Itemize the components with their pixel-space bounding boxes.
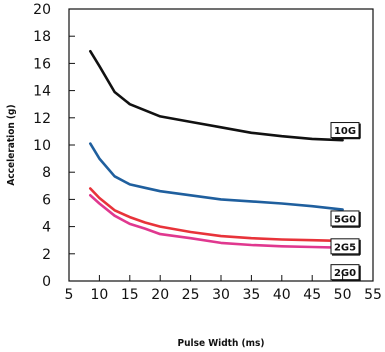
series-label-box <box>330 264 360 281</box>
x-tick-label: 45 <box>303 287 321 303</box>
series-label-text: 2G5 <box>334 242 356 253</box>
series-label-10g: 10G <box>330 122 361 140</box>
series-label-2g5: 2G5 <box>330 238 361 256</box>
series-label-2g0: 2G0 <box>330 264 361 282</box>
series-label-text: 10G <box>334 126 356 137</box>
y-axis-title: Acceleration (g) <box>6 104 17 185</box>
x-tick-label: 20 <box>151 287 169 303</box>
series-line-5g0 <box>89 142 344 211</box>
y-tick-label: 8 <box>42 165 51 181</box>
y-tick-label: 12 <box>33 111 51 127</box>
y-tick-label: 16 <box>33 56 51 72</box>
y-tick-label: 18 <box>33 29 51 45</box>
y-tick-label: 2 <box>42 247 51 263</box>
series-line-2g0 <box>89 194 344 249</box>
x-tick-label: 55 <box>364 287 382 303</box>
series-label-text: 5G0 <box>334 214 356 225</box>
x-tick-label: 25 <box>182 287 200 303</box>
x-tick-label: 15 <box>121 287 139 303</box>
series-label-5g0: 5G0 <box>330 210 361 228</box>
y-tick-label: 4 <box>42 220 51 236</box>
series-label-box <box>330 122 360 139</box>
x-axis-title: Pulse Width (ms) <box>178 338 265 349</box>
y-tick-label: 20 <box>33 2 51 18</box>
y-tick-label: 14 <box>33 84 51 100</box>
y-tick-label: 10 <box>33 138 51 154</box>
series-line-2g5 <box>89 187 344 243</box>
y-tick-label: 6 <box>42 192 51 208</box>
series-label-box <box>330 210 360 227</box>
x-tick-label: 10 <box>90 287 108 303</box>
x-tick-label: 35 <box>242 287 260 303</box>
series-label-box <box>330 238 360 255</box>
x-tick-label: 30 <box>212 287 230 303</box>
y-tick-label: 0 <box>42 274 51 290</box>
x-tick-label: 5 <box>65 287 74 303</box>
series-label-text: 2G0 <box>334 268 356 279</box>
x-tick-label: 50 <box>334 287 352 303</box>
series-line-10g <box>89 49 344 142</box>
x-tick-label: 40 <box>273 287 291 303</box>
